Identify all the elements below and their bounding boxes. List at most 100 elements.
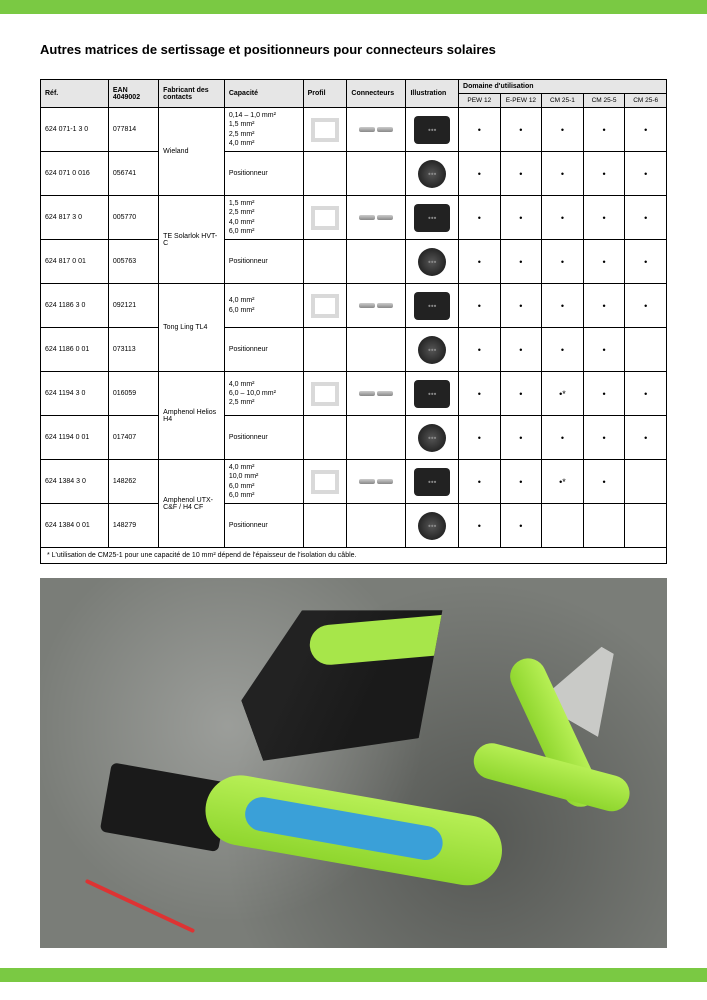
connector-icon bbox=[356, 294, 396, 318]
cell-capacite: 1,5 mm²2,5 mm²4,0 mm²6,0 mm² bbox=[224, 196, 303, 240]
connector-icon bbox=[356, 118, 396, 142]
col-profil: Profil bbox=[303, 80, 347, 108]
cell-ean: 017407 bbox=[108, 416, 158, 460]
cell-profil bbox=[303, 460, 347, 504]
profil-icon bbox=[311, 118, 339, 142]
cell-dot: • bbox=[459, 196, 501, 240]
table-row: 624 1186 0 01073113Positionneur•••• bbox=[41, 328, 667, 372]
cell-dot bbox=[625, 460, 667, 504]
cell-dot: • bbox=[583, 460, 625, 504]
subcol: CM 25-6 bbox=[625, 94, 667, 108]
cell-ref: 624 1186 3 0 bbox=[41, 284, 109, 328]
cell-dot: • bbox=[625, 108, 667, 152]
table-row: 624 1384 0 01148279Positionneur•• bbox=[41, 504, 667, 548]
cell-connecteurs bbox=[347, 460, 406, 504]
page-content: Autres matrices de sertissage et positio… bbox=[0, 14, 707, 968]
illustration-icon bbox=[418, 160, 446, 188]
profil-icon bbox=[311, 206, 339, 230]
cell-dot: • bbox=[459, 108, 501, 152]
cell-capacite: 0,14 – 1,0 mm²1,5 mm²2,5 mm²4,0 mm² bbox=[224, 108, 303, 152]
cell-fabricant: Amphenol UTX-C&F / H4 CF bbox=[159, 460, 225, 548]
cell-connecteurs bbox=[347, 108, 406, 152]
page-title: Autres matrices de sertissage et positio… bbox=[40, 42, 667, 57]
cell-ref: 624 071-1 3 0 bbox=[41, 108, 109, 152]
cell-ean: 148262 bbox=[108, 460, 158, 504]
cell-fabricant: Amphenol Helios H4 bbox=[159, 372, 225, 460]
cell-illustration bbox=[406, 328, 459, 372]
cell-dot: • bbox=[459, 416, 501, 460]
cell-dot: •* bbox=[542, 460, 584, 504]
cell-connecteurs bbox=[347, 240, 406, 284]
illustration-icon bbox=[414, 468, 450, 496]
cell-illustration bbox=[406, 108, 459, 152]
illustration-icon bbox=[418, 512, 446, 540]
cell-dot: • bbox=[542, 284, 584, 328]
cell-dot: • bbox=[500, 372, 542, 416]
cell-illustration bbox=[406, 196, 459, 240]
cell-dot bbox=[625, 328, 667, 372]
cell-dot: • bbox=[500, 284, 542, 328]
table-row: 624 1186 3 0092121Tong Ling TL44,0 mm²6,… bbox=[41, 284, 667, 328]
product-photo bbox=[40, 578, 667, 948]
accent-top-bar bbox=[0, 0, 707, 14]
cell-dot: • bbox=[625, 416, 667, 460]
cell-illustration bbox=[406, 372, 459, 416]
cell-dot: • bbox=[583, 416, 625, 460]
cell-capacite: Positionneur bbox=[224, 504, 303, 548]
cell-dot: • bbox=[542, 152, 584, 196]
cell-dot: • bbox=[625, 196, 667, 240]
subcol: CM 25-1 bbox=[542, 94, 584, 108]
cell-ref: 624 817 3 0 bbox=[41, 196, 109, 240]
cell-capacite: 4,0 mm²6,0 – 10,0 mm²2,5 mm² bbox=[224, 372, 303, 416]
cell-dot: • bbox=[500, 196, 542, 240]
table-row: 624 1194 0 01017407Positionneur••••• bbox=[41, 416, 667, 460]
cell-connecteurs bbox=[347, 372, 406, 416]
cell-dot: • bbox=[542, 240, 584, 284]
illustration-icon bbox=[414, 116, 450, 144]
cell-capacite: 4,0 mm²6,0 mm² bbox=[224, 284, 303, 328]
cell-dot: • bbox=[625, 372, 667, 416]
cell-dot bbox=[542, 504, 584, 548]
cell-dot: • bbox=[500, 240, 542, 284]
cell-illustration bbox=[406, 152, 459, 196]
table-row: 624 071-1 3 0077814Wieland0,14 – 1,0 mm²… bbox=[41, 108, 667, 152]
illustration-icon bbox=[418, 424, 446, 452]
cell-dot: • bbox=[459, 152, 501, 196]
cell-connecteurs bbox=[347, 284, 406, 328]
cell-dot: • bbox=[583, 284, 625, 328]
cell-connecteurs bbox=[347, 328, 406, 372]
cell-dot: • bbox=[625, 284, 667, 328]
cell-illustration bbox=[406, 284, 459, 328]
cell-capacite: Positionneur bbox=[224, 152, 303, 196]
cell-dot: • bbox=[500, 504, 542, 548]
cell-ref: 624 1186 0 01 bbox=[41, 328, 109, 372]
cell-ean: 148279 bbox=[108, 504, 158, 548]
cell-ref: 624 1384 3 0 bbox=[41, 460, 109, 504]
cell-profil bbox=[303, 416, 347, 460]
cell-fabricant: Wieland bbox=[159, 108, 225, 196]
cell-dot: • bbox=[459, 460, 501, 504]
table-row: 624 1194 3 0016059Amphenol Helios H44,0 … bbox=[41, 372, 667, 416]
table-row: 624 817 0 01005763Positionneur••••• bbox=[41, 240, 667, 284]
illustration-icon bbox=[414, 204, 450, 232]
cell-dot bbox=[583, 504, 625, 548]
cell-dot: • bbox=[625, 240, 667, 284]
cell-capacite: Positionneur bbox=[224, 240, 303, 284]
illustration-icon bbox=[414, 380, 450, 408]
cell-ean: 005763 bbox=[108, 240, 158, 284]
cell-illustration bbox=[406, 240, 459, 284]
col-connecteurs: Connecteurs bbox=[347, 80, 406, 108]
connector-icon bbox=[356, 382, 396, 406]
cell-fabricant: Tong Ling TL4 bbox=[159, 284, 225, 372]
cell-dot: • bbox=[583, 328, 625, 372]
illustration-icon bbox=[418, 336, 446, 364]
col-illustration: Illustration bbox=[406, 80, 459, 108]
cell-dot: • bbox=[459, 372, 501, 416]
cell-ean: 073113 bbox=[108, 328, 158, 372]
col-fabricant: Fabricant des contacts bbox=[159, 80, 225, 108]
cell-profil bbox=[303, 328, 347, 372]
table-row: 624 1384 3 0148262Amphenol UTX-C&F / H4 … bbox=[41, 460, 667, 504]
illustration-icon bbox=[414, 292, 450, 320]
col-capacite: Capacité bbox=[224, 80, 303, 108]
col-ean: EAN 4049002 bbox=[108, 80, 158, 108]
